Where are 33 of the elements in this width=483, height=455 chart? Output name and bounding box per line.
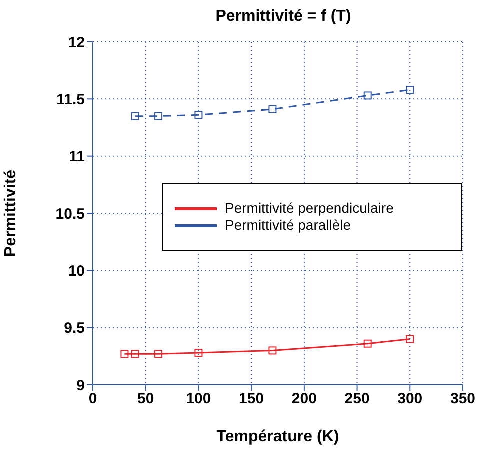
x-tick-label: 350 bbox=[450, 390, 476, 408]
y-tick-label: 10 bbox=[68, 262, 85, 280]
y-tick-label: 9 bbox=[76, 377, 85, 394]
x-tick-label: 250 bbox=[344, 390, 370, 408]
chart-title: Permittivité = f (T) bbox=[214, 8, 352, 26]
x-tick-label: 300 bbox=[398, 390, 423, 408]
point bbox=[364, 92, 372, 100]
x-tick-label: 200 bbox=[292, 390, 317, 408]
point bbox=[131, 350, 140, 358]
point bbox=[120, 350, 129, 358]
point bbox=[194, 348, 203, 357]
point bbox=[154, 350, 163, 358]
x-tick-label: 100 bbox=[186, 390, 212, 408]
y-axis-title: Permittivité bbox=[2, 170, 20, 258]
y-tick-label: 9.5 bbox=[64, 320, 85, 338]
x-axis-title: Température (K) bbox=[216, 428, 340, 446]
point bbox=[131, 112, 140, 120]
point bbox=[406, 86, 414, 94]
point bbox=[268, 105, 277, 114]
point bbox=[268, 346, 277, 355]
x-tick-label: 150 bbox=[239, 390, 264, 408]
point bbox=[364, 340, 372, 348]
y-tick-label: 10.5 bbox=[56, 206, 85, 223]
point bbox=[406, 335, 414, 344]
y-tick-label: 12 bbox=[68, 34, 85, 52]
legend-label: Permittivité parallèle bbox=[225, 217, 352, 234]
y-tick-label: 11.5 bbox=[56, 91, 85, 108]
legend-label: Permittivité perpendiculaire bbox=[225, 200, 394, 217]
x-tick-label: 0 bbox=[88, 390, 98, 408]
y-tick-label: 11 bbox=[69, 148, 85, 166]
x-tick-label: 50 bbox=[138, 390, 154, 408]
point bbox=[194, 111, 203, 120]
point bbox=[154, 112, 163, 120]
